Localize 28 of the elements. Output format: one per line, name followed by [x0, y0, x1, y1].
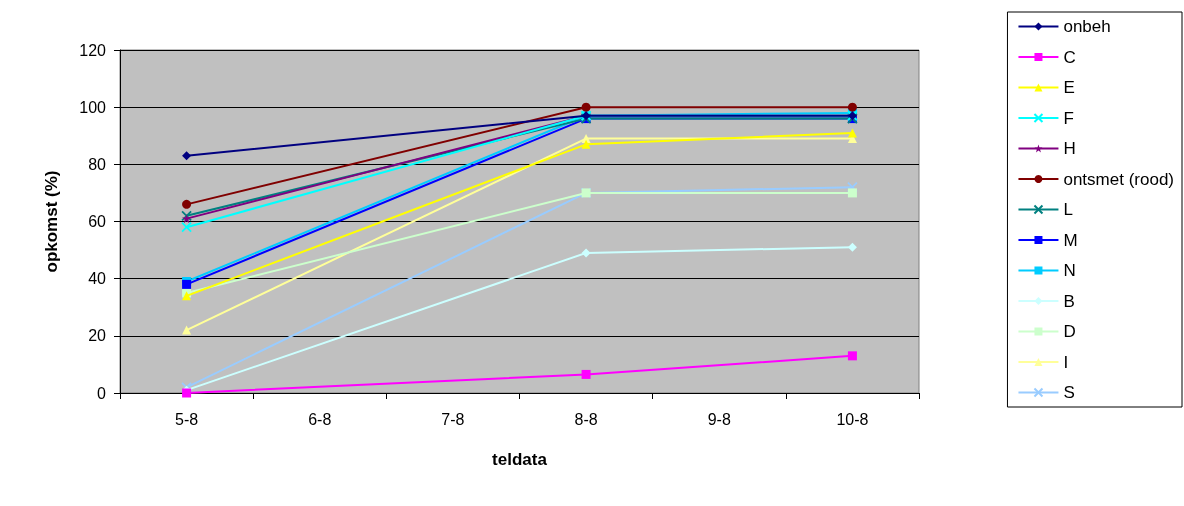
y-tick-label: 40 — [88, 270, 107, 288]
x-tick-label: 6-8 — [308, 410, 332, 428]
x-tick-label: 5-8 — [175, 410, 199, 428]
legend-label: I — [1063, 352, 1069, 372]
legend-label: H — [1063, 139, 1076, 158]
legend-label: F — [1063, 108, 1074, 128]
y-tick-label: 120 — [79, 41, 107, 59]
y-tick-label: 0 — [97, 384, 107, 402]
legend-label: ontsmet (rood) — [1063, 169, 1175, 189]
legend-label: E — [1063, 78, 1075, 97]
y-tick-label: 60 — [88, 213, 107, 230]
x-tick-label: 7-8 — [441, 410, 465, 428]
x-tick-label: 9-8 — [707, 410, 731, 428]
legend-label: C — [1063, 47, 1076, 67]
legend-label: D — [1063, 322, 1076, 341]
legend-label: B — [1063, 291, 1075, 311]
x-tick-label: 10-8 — [836, 410, 869, 428]
legend-label: M — [1063, 230, 1078, 250]
y-tick-label: 20 — [88, 327, 107, 345]
legend-label: L — [1063, 200, 1073, 219]
legend-label: S — [1063, 383, 1075, 402]
legend-label: onbeh — [1063, 17, 1111, 36]
y-tick-label: 80 — [88, 155, 107, 173]
x-axis-title: teldata — [492, 450, 548, 469]
legend-label: N — [1063, 261, 1076, 280]
y-axis-title: opkomst (%) — [42, 170, 61, 273]
y-tick-label: 100 — [79, 98, 107, 116]
x-tick-label: 8-8 — [574, 410, 598, 428]
